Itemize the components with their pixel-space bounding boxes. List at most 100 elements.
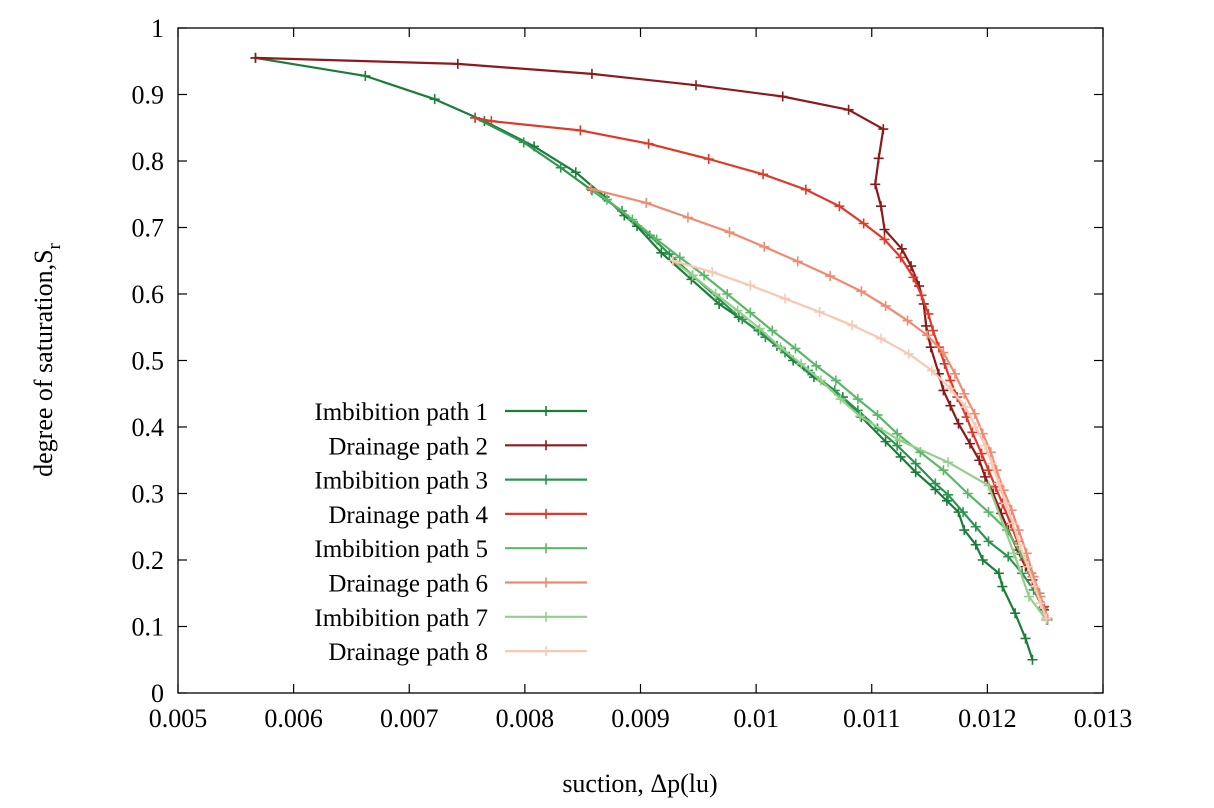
plot-area-frame bbox=[177, 27, 1104, 694]
data-point bbox=[855, 411, 866, 422]
series-line bbox=[672, 259, 1048, 619]
data-point bbox=[974, 455, 985, 466]
data-point bbox=[745, 280, 756, 291]
data-point bbox=[902, 315, 913, 326]
y-tick-label: 0.4 bbox=[132, 413, 165, 442]
legend-label: Drainage path 8 bbox=[328, 639, 488, 666]
data-point bbox=[745, 307, 756, 318]
data-point bbox=[641, 197, 652, 208]
data-point bbox=[1000, 498, 1011, 509]
data-point bbox=[980, 471, 991, 482]
data-point bbox=[872, 410, 883, 421]
data-point bbox=[1027, 654, 1038, 665]
y-axis-label: degree of saturation,Sr bbox=[29, 242, 65, 476]
data-point bbox=[958, 507, 969, 518]
data-point bbox=[834, 201, 845, 212]
data-point bbox=[682, 212, 693, 223]
data-point bbox=[852, 394, 863, 405]
data-point bbox=[703, 154, 714, 165]
legend: Imbibition path 1 Drainage path 2 Imbibiti… bbox=[314, 399, 587, 666]
data-point bbox=[983, 536, 994, 547]
x-tick-label: 0.012 bbox=[958, 704, 1017, 733]
data-point bbox=[486, 116, 497, 127]
data-point bbox=[970, 422, 981, 432]
data-point bbox=[667, 255, 678, 266]
legend-label: Drainage path 2 bbox=[328, 433, 488, 460]
data-point bbox=[796, 358, 807, 369]
data-point bbox=[737, 314, 748, 325]
data-point bbox=[916, 290, 927, 301]
y-axis-label-main: degree of saturation,S bbox=[29, 249, 58, 476]
data-point bbox=[943, 457, 954, 468]
data-point bbox=[429, 94, 440, 105]
data-point bbox=[930, 478, 941, 489]
data-point bbox=[585, 183, 596, 194]
data-point bbox=[938, 465, 949, 476]
data-point bbox=[939, 358, 950, 369]
data-point bbox=[910, 467, 921, 478]
data-point bbox=[945, 383, 956, 394]
data-point bbox=[518, 137, 529, 148]
data-point bbox=[360, 70, 371, 81]
data-point bbox=[758, 169, 769, 180]
legend-marker bbox=[541, 577, 551, 588]
legend-label: Imbibition path 7 bbox=[314, 605, 488, 632]
data-point bbox=[643, 138, 654, 149]
series-line bbox=[590, 187, 1048, 621]
data-point bbox=[953, 418, 964, 429]
series-line bbox=[672, 259, 1048, 621]
data-point bbox=[759, 241, 770, 252]
data-point bbox=[790, 343, 801, 354]
legend-item-3: Imbibition path 3 bbox=[314, 468, 587, 495]
data-point bbox=[814, 306, 825, 317]
data-point bbox=[895, 252, 906, 263]
legend-item-6: Drainage path 6 bbox=[328, 571, 587, 598]
data-point bbox=[1014, 540, 1025, 551]
data-point bbox=[1020, 633, 1031, 644]
legend-item-7: Imbibition path 7 bbox=[314, 605, 587, 632]
y-tick-label: 0.2 bbox=[132, 546, 165, 575]
y-tick-label: 1 bbox=[151, 14, 164, 43]
data-point bbox=[892, 440, 903, 451]
data-point bbox=[627, 214, 638, 225]
data-point bbox=[878, 124, 889, 135]
y-tick-label: 0.9 bbox=[132, 81, 165, 110]
data-point bbox=[858, 218, 869, 229]
data-point bbox=[923, 308, 934, 319]
y-tick-label: 0.1 bbox=[132, 613, 165, 642]
data-point bbox=[825, 271, 836, 282]
x-tick-label: 0.006 bbox=[264, 704, 323, 733]
data-point bbox=[880, 300, 891, 311]
series-8 bbox=[667, 255, 1052, 624]
data-point bbox=[993, 568, 1004, 579]
data-point bbox=[962, 488, 973, 499]
data-point bbox=[792, 256, 803, 267]
data-point bbox=[722, 289, 733, 299]
data-point bbox=[980, 440, 991, 451]
data-point bbox=[896, 243, 907, 254]
data-point bbox=[873, 153, 884, 164]
data-point bbox=[969, 408, 980, 419]
data-point bbox=[938, 385, 949, 396]
data-point bbox=[732, 305, 743, 316]
series-6 bbox=[585, 183, 1053, 624]
legend-marker bbox=[541, 440, 551, 451]
x-tick-label: 0.008 bbox=[496, 704, 555, 733]
data-point bbox=[777, 91, 788, 102]
data-point bbox=[452, 58, 463, 69]
series-layer bbox=[250, 52, 1053, 665]
data-point bbox=[922, 330, 933, 341]
data-point bbox=[879, 224, 890, 235]
data-point bbox=[811, 360, 822, 371]
data-point bbox=[687, 270, 698, 281]
data-point bbox=[856, 286, 867, 297]
series-4 bbox=[470, 112, 1053, 624]
legend-label: Imbibition path 3 bbox=[314, 468, 488, 495]
data-point bbox=[976, 448, 987, 459]
data-point bbox=[906, 261, 917, 272]
data-point bbox=[895, 451, 906, 462]
data-point bbox=[250, 52, 261, 63]
x-tick-label: 0.007 bbox=[380, 704, 439, 733]
data-point bbox=[847, 320, 858, 331]
